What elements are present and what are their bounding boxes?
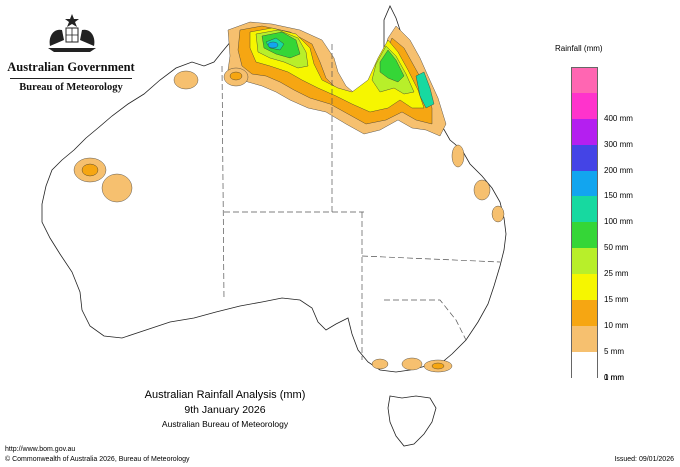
legend-swatch (571, 351, 598, 378)
logo-divider (10, 78, 132, 79)
legend-swatch (571, 248, 598, 275)
government-logo: Australian Government Bureau of Meteorol… (6, 10, 136, 93)
legend-row: 50 mm (555, 222, 675, 252)
caption-date: 9th January 2026 (184, 404, 266, 416)
legend-swatch (571, 144, 598, 171)
legend-row: 300 mm (555, 118, 675, 149)
legend-swatch (571, 274, 598, 301)
legend-label: 300 mm (604, 139, 633, 149)
coat-of-arms-emblem (48, 14, 96, 52)
legend-row: 10 mm (555, 300, 675, 330)
legend-row: 5 mm (555, 325, 675, 356)
state-borders (221, 44, 501, 360)
legend-row: 200 mm (555, 144, 675, 175)
legend-label: 100 mm (604, 217, 633, 227)
legend-swatch (571, 300, 598, 326)
footer-copyright: © Commonwealth of Australia 2026, Bureau… (5, 456, 190, 463)
legend-swatch (571, 222, 598, 249)
legend-row: 400 mm (555, 92, 675, 123)
legend-label: 150 mm (604, 191, 633, 201)
footer-issued: Issued: 09/01/2026 (614, 456, 674, 463)
legend-row: 15 mm (555, 274, 675, 304)
legend-label: 15 mm (604, 295, 629, 305)
caption-title: Australian Rainfall Analysis (mm) (144, 389, 306, 401)
tasmania-coastline (387, 395, 437, 447)
legend-row (555, 67, 675, 93)
rainfall-legend: Rainfall (mm) 400 mm 300 mm 200 mm 150 mm 10… (555, 44, 675, 382)
legend-swatch (571, 92, 598, 119)
legend-label: 200 mm (604, 165, 633, 175)
legend-title: Rainfall (mm) (555, 44, 603, 53)
legend-label: 25 mm (604, 269, 629, 279)
legend-swatch (571, 196, 598, 223)
legend-row: 100 mm (555, 196, 675, 226)
legend-rows: 400 mm 300 mm 200 mm 150 mm 100 mm 50 mm 25 mm… (555, 67, 675, 382)
legend-row: 150 mm (555, 170, 675, 201)
rainfall-shading (73, 21, 505, 373)
legend-label: 0 mm (604, 372, 624, 382)
legend-label: 1 mm (604, 372, 624, 382)
legend-row: 1 mm (555, 351, 675, 382)
map-caption: Australian Rainfall Analysis (mm) 9th Ja… (110, 389, 340, 429)
government-name: Australian Government (7, 60, 135, 74)
legend-label: 5 mm (604, 346, 624, 356)
caption-organisation: Australian Bureau of Meteorology (161, 419, 289, 429)
legend-label: 50 mm (604, 243, 629, 253)
legend-swatch (571, 67, 598, 93)
legend-label: 400 mm (604, 113, 633, 123)
bureau-name: Bureau of Meteorology (19, 82, 123, 93)
footer-url[interactable]: http://www.bom.gov.au (5, 446, 76, 453)
legend-label: 10 mm (604, 320, 629, 330)
legend-swatch (571, 170, 598, 197)
legend-swatch (571, 325, 598, 352)
legend-swatch (571, 118, 598, 145)
legend-row: 25 mm (555, 248, 675, 278)
